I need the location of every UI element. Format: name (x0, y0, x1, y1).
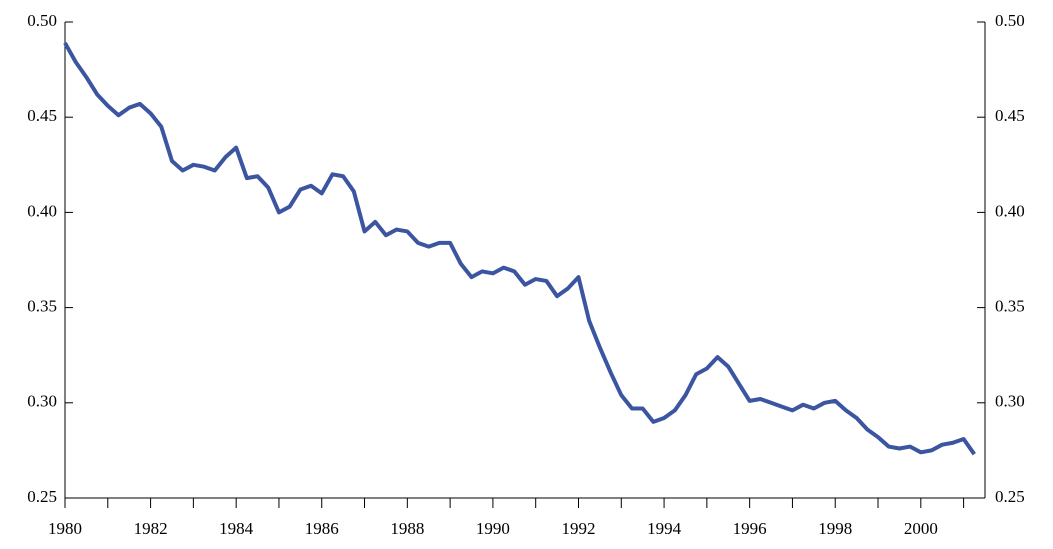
y-tick-label: 0.35 (27, 297, 57, 316)
y2-tick-label: 0.40 (995, 201, 1025, 220)
x-tick-label: 2000 (904, 519, 938, 538)
x-tick-label: 1986 (305, 519, 339, 538)
y2-tick-label: 0.45 (995, 106, 1025, 125)
y-tick-label: 0.40 (27, 201, 57, 220)
x-tick-label: 1982 (134, 519, 168, 538)
y2-tick-label: 0.35 (995, 297, 1025, 316)
x-tick-label: 1998 (818, 519, 852, 538)
y2-tick-label: 0.30 (995, 392, 1025, 411)
x-tick-label: 1980 (48, 519, 82, 538)
x-tick-label: 1994 (647, 519, 682, 538)
y-tick-label: 0.25 (27, 487, 57, 506)
y2-tick-label: 0.25 (995, 487, 1025, 506)
y-tick-label: 0.45 (27, 106, 57, 125)
y-tick-label: 0.50 (27, 11, 57, 30)
data-line (63, 41, 976, 456)
x-tick-label: 1992 (561, 519, 595, 538)
y2-tick-label: 0.50 (995, 11, 1025, 30)
x-tick-label: 1996 (733, 519, 767, 538)
x-tick-label: 1988 (390, 519, 424, 538)
y-tick-label: 0.30 (27, 392, 57, 411)
x-tick-label: 1984 (219, 519, 254, 538)
x-tick-label: 1990 (476, 519, 510, 538)
